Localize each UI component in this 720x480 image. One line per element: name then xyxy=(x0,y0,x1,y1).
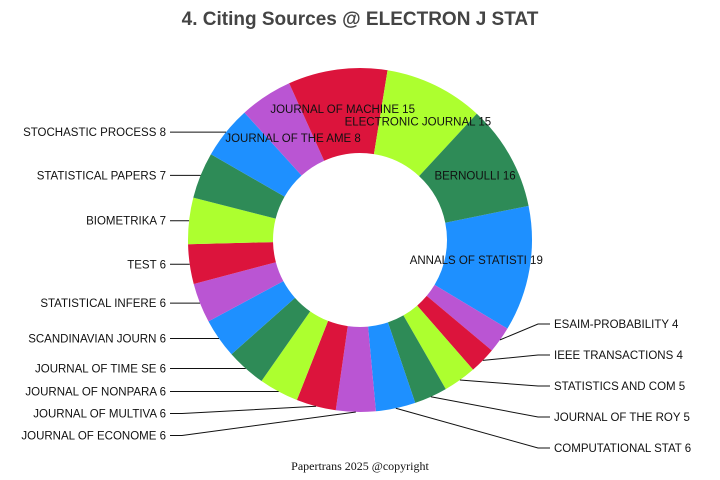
slice-bernoulli xyxy=(419,113,529,223)
leader-line-journal-of-the-roy xyxy=(430,396,550,418)
leader-line-computational-stat xyxy=(395,407,550,449)
slice-journal-of-the-ame xyxy=(244,83,325,176)
leader-line-journal-of-multiva xyxy=(170,405,317,415)
slice-label-annals-of-statisti: ANNALS OF STATISTI 19 xyxy=(410,255,543,267)
slice-label-stochastic-process: STOCHASTIC PROCESS 8 xyxy=(23,127,166,139)
slice-label-statistical-papers: STATISTICAL PAPERS 7 xyxy=(37,170,166,182)
chart-title: 4. Citing Sources @ ELECTRON J STAT xyxy=(182,9,539,30)
slice-label-electronic-journal: ELECTRONIC JOURNAL 15 xyxy=(345,116,492,128)
slice-label-esaim-probability: ESAIM-PROBABILITY 4 xyxy=(554,319,679,331)
slice-label-journal-of-the-ame: JOURNAL OF THE AME 8 xyxy=(225,133,360,145)
slice-test xyxy=(188,242,276,284)
slice-electronic-journal xyxy=(373,70,477,177)
slice-label-bernoulli: BERNOULLI 16 xyxy=(434,170,515,182)
leader-line-statistics-and-com xyxy=(459,379,550,387)
slice-label-ieee-transactions: IEEE TRANSACTIONS 4 xyxy=(554,350,683,362)
slice-statistics-and-com xyxy=(403,305,474,390)
slice-ieee-transactions xyxy=(417,295,492,370)
slice-journal-of-multiva xyxy=(296,320,348,411)
slice-label-statistical-infere: STATISTICAL INFERE 6 xyxy=(40,298,166,310)
slice-label-journal-of-econome: JOURNAL OF ECONOME 6 xyxy=(21,431,166,443)
slice-label-journal-of-time-se: JOURNAL OF TIME SE 6 xyxy=(35,364,166,376)
slice-scandinavian-journ xyxy=(208,281,295,355)
slice-journal-of-time-se xyxy=(231,297,311,382)
leader-line-ieee-transactions xyxy=(482,354,550,361)
slice-stochastic-process xyxy=(210,112,302,197)
slice-journal-of-nonpara xyxy=(261,311,329,401)
slice-label-group: ANNALS OF STATISTI 19 JOURNAL OF MACHINE … xyxy=(21,104,691,455)
slice-label-biometrika: BIOMETRIKA 7 xyxy=(86,216,166,228)
slice-label-scandinavian-journ: SCANDINAVIAN JOURN 6 xyxy=(28,334,166,346)
slice-label-journal-of-machine: JOURNAL OF MACHINE 15 xyxy=(270,104,415,116)
footer-copyright: Papertrans 2025 @copyright xyxy=(291,459,429,473)
slice-computational-stat xyxy=(368,322,416,412)
slice-esaim-probability xyxy=(426,284,508,351)
slice-label-computational-stat: COMPUTATIONAL STAT 6 xyxy=(554,443,691,455)
slice-biometrika xyxy=(188,197,276,245)
slice-label-journal-of-nonpara: JOURNAL OF NONPARA 6 xyxy=(25,387,166,399)
leader-line-group xyxy=(170,131,550,449)
slice-label-journal-of-multiva: JOURNAL OF MULTIVA 6 xyxy=(33,409,166,421)
slice-journal-of-the-roy xyxy=(387,315,446,403)
leader-line-esaim-probability xyxy=(499,323,550,341)
slice-journal-of-econome xyxy=(335,326,376,412)
slice-statistical-papers xyxy=(193,154,285,219)
slice-label-journal-of-the-roy: JOURNAL OF THE ROY 5 xyxy=(554,412,690,424)
slice-group xyxy=(188,68,532,412)
leader-line-journal-of-econome xyxy=(170,411,356,437)
slice-journal-of-machine xyxy=(289,68,388,161)
slice-annals-of-statisti xyxy=(434,205,532,329)
slice-statistical-infere xyxy=(193,262,284,322)
slice-label-statistics-and-com: STATISTICS AND COM 5 xyxy=(554,381,685,393)
slice-label-test: TEST 6 xyxy=(127,259,166,271)
